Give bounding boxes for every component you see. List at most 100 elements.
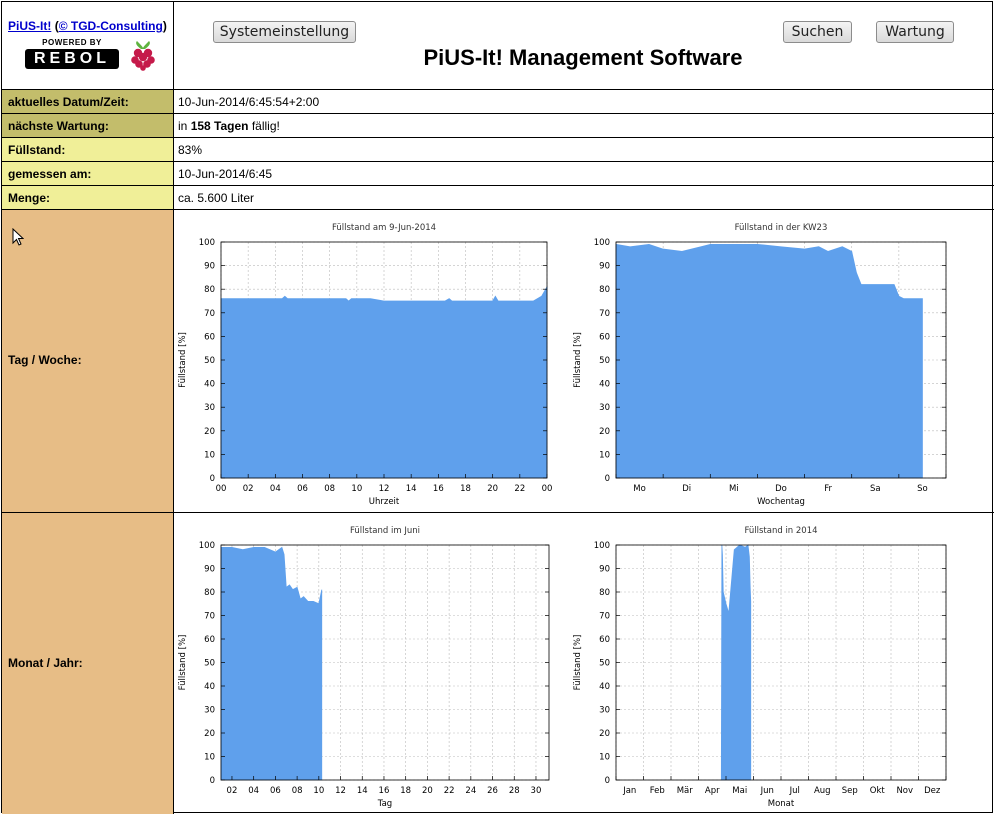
y-axis-label: Füllstand [%] (178, 635, 188, 691)
x-tick-label: 00 (542, 484, 553, 494)
brand-line: PiUS-It! (© TGD-Consulting) (8, 19, 167, 33)
x-tick-label: Feb (650, 786, 665, 796)
label-fill-level: Füllstand: (8, 142, 66, 157)
x-tick-label: Nov (896, 786, 913, 796)
x-tick-label: 12 (379, 484, 390, 494)
x-tick-label: Sa (870, 484, 881, 494)
y-tick-label: 70 (599, 612, 610, 622)
y-tick-label: 80 (599, 285, 610, 295)
label-amount: Menge: (8, 190, 50, 205)
fill-level-area (220, 546, 323, 781)
row-bg-date (2, 90, 173, 114)
x-tick-label: Apr (705, 786, 720, 796)
chart-day: Füllstand am 9-Jun-2014 0 10 20 30 40 50 60 70 80… (178, 223, 553, 507)
row-bg-amount (2, 186, 173, 210)
x-tick-label: Fr (824, 484, 832, 494)
y-tick-label: 40 (204, 380, 215, 390)
x-axis-label: Wochentag (757, 497, 805, 507)
y-tick-label: 100 (199, 238, 215, 248)
y-tick-label: 80 (204, 285, 215, 295)
x-tick-label: Di (682, 484, 691, 494)
x-tick-label: Mi (729, 484, 739, 494)
y-tick-label: 10 (204, 450, 215, 460)
y-tick-label: 20 (204, 729, 215, 739)
value-current-datetime: 10-Jun-2014/6:45:54+2:00 (178, 94, 320, 109)
x-tick-label: 10 (313, 786, 324, 796)
copyright-link[interactable]: © TGD-Consulting (58, 19, 163, 33)
x-tick-label: 16 (379, 786, 390, 796)
maintenance-pre: in (178, 118, 191, 133)
x-tick-label: 16 (433, 484, 444, 494)
y-tick-label: 70 (599, 309, 610, 319)
x-tick-label: Mär (677, 786, 694, 796)
maintenance-button[interactable]: Wartung (876, 21, 954, 43)
x-tick-label: 20 (422, 786, 433, 796)
x-tick-label: 04 (270, 484, 281, 494)
x-tick-label: Jul (789, 786, 800, 796)
x-tick-label: 08 (292, 786, 303, 796)
y-tick-label: 0 (605, 474, 610, 484)
y-tick-label: 0 (210, 776, 215, 786)
chart-title: Füllstand in 2014 (744, 526, 817, 536)
chart-month: Füllstand im Juni 0 10 20 30 40 50 60 70 80 90 100 0… (178, 526, 550, 809)
y-axis-label: Füllstand [%] (178, 332, 188, 388)
y-tick-label: 60 (204, 332, 215, 342)
y-tick-label: 20 (204, 427, 215, 437)
x-tick-label: 20 (487, 484, 498, 494)
y-tick-label: 0 (605, 776, 610, 786)
y-tick-label: 80 (204, 588, 215, 598)
x-tick-label: 00 (216, 484, 227, 494)
y-tick-label: 50 (204, 356, 215, 366)
x-tick-label: 06 (297, 484, 308, 494)
chart-title: Füllstand im Juni (350, 526, 420, 536)
x-axis-label: Uhrzeit (369, 497, 400, 507)
copyright-close: ) (162, 19, 167, 33)
divider (2, 113, 994, 114)
divider (2, 209, 994, 210)
y-tick-label: 10 (599, 753, 610, 763)
maintenance-days: 158 Tagen (190, 118, 249, 133)
y-tick-label: 0 (210, 474, 215, 484)
divider (2, 185, 994, 186)
brand-link[interactable]: PiUS-It! (8, 19, 52, 33)
y-tick-label: 10 (204, 753, 215, 763)
row-bg-maintenance (2, 114, 173, 138)
y-tick-label: 50 (599, 356, 610, 366)
x-tick-label: Jun (760, 786, 774, 796)
y-tick-label: 40 (599, 682, 610, 692)
x-tick-label: 10 (351, 484, 362, 494)
settings-button[interactable]: Systemeinstellung (213, 21, 356, 43)
label-measured-at: gemessen am: (8, 166, 92, 181)
x-tick-label: 02 (243, 484, 254, 494)
x-axis-label: Tag (377, 799, 392, 809)
y-tick-label: 90 (204, 565, 215, 575)
x-tick-label: Do (775, 484, 787, 494)
row-bg-dayweek (2, 210, 173, 513)
x-tick-label: Mai (732, 786, 747, 796)
fill-level-area (220, 285, 548, 479)
chart-title: Füllstand in der KW23 (735, 223, 828, 233)
x-tick-label: 08 (324, 484, 335, 494)
y-tick-label: 30 (599, 403, 610, 413)
chart-title: Füllstand am 9-Jun-2014 (332, 223, 436, 233)
x-tick-label: 26 (487, 786, 498, 796)
value-next-maintenance: in 158 Tagen fällig! (178, 114, 280, 137)
x-tick-label: 14 (406, 484, 417, 494)
chart-grid (615, 544, 947, 781)
page-title: PiUS-It! Management Software (423, 45, 743, 70)
x-axis-label: Monat (768, 799, 795, 809)
y-tick-label: 100 (594, 238, 610, 248)
search-button[interactable]: Suchen (783, 21, 852, 43)
y-tick-label: 90 (599, 262, 610, 272)
y-tick-label: 80 (599, 588, 610, 598)
x-tick-label: 18 (460, 484, 471, 494)
label-next-maintenance: nächste Wartung: (8, 118, 109, 133)
logo-top-text: POWERED BY (42, 38, 102, 47)
y-tick-label: 60 (599, 635, 610, 645)
x-tick-label: So (917, 484, 928, 494)
divider (2, 512, 994, 513)
divider (2, 137, 994, 138)
divider (2, 89, 994, 90)
value-measured-at: 10-Jun-2014/6:45 (178, 166, 273, 181)
